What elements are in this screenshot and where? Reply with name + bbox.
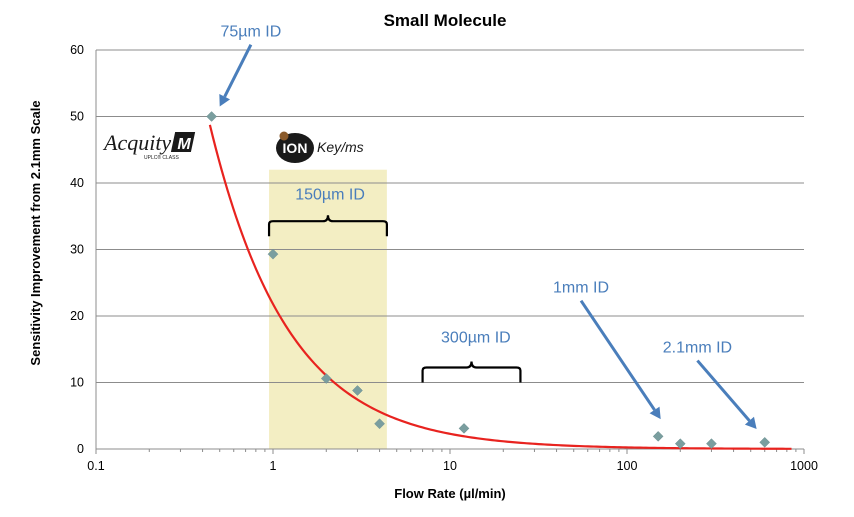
y-tick-label: 50 (70, 110, 84, 124)
data-points (206, 111, 771, 450)
y-tick-label: 60 (70, 43, 84, 57)
data-point (320, 373, 332, 384)
arrow-head (219, 94, 231, 107)
annotations: 75µm ID 150µm ID 300µm ID 1mm ID 2.1mm ID (219, 24, 757, 430)
annotation-label: 1mm ID (553, 280, 609, 297)
tick-labels: 0 10 20 30 40 50 60 0.1 1 10 100 1000 (70, 43, 818, 473)
data-point (374, 418, 385, 430)
acquity-logo-sub: UPLC® CLASS (144, 154, 179, 161)
ionkey-logo-badge-text: ION (283, 140, 308, 156)
annotation-arrow (696, 359, 751, 422)
data-point (458, 423, 470, 434)
ionkey-logo: ION Key/ms (276, 131, 364, 163)
y-tick-label: 0 (77, 442, 84, 456)
arrow-head (649, 406, 661, 420)
x-tick-label: 1 (270, 459, 277, 473)
y-tick-label: 30 (70, 243, 84, 257)
annotation-label: 150µm ID (295, 187, 365, 204)
acquity-logo-mark: M (177, 136, 191, 153)
x-tick-label: 0.1 (87, 459, 104, 473)
gridlines (96, 49, 804, 383)
annotation-label: 75µm ID (220, 24, 281, 41)
ionkey-logo-name: Key/ms (317, 139, 364, 155)
data-point (206, 111, 217, 122)
trend-curve (208, 124, 792, 450)
annotation-arrow (223, 44, 253, 98)
ionkey-logo-badge (276, 133, 314, 163)
x-tick-label: 10 (443, 459, 457, 473)
ionkey-logo-dot (279, 131, 289, 141)
annotation-arrow (579, 299, 656, 411)
y-tick-label: 20 (70, 309, 84, 323)
x-tick-label: 1000 (790, 459, 818, 473)
arrow-head (744, 416, 757, 430)
chart-title: Small Molecule (384, 11, 507, 30)
x-tick-label: 100 (617, 459, 638, 473)
annotation-label: 2.1mm ID (663, 340, 732, 357)
data-point (706, 438, 717, 450)
data-point (674, 438, 686, 450)
annotation-label: 300µm ID (441, 330, 511, 347)
y-tick-label: 10 (70, 376, 84, 390)
annotation-brace (267, 215, 388, 237)
axes (95, 50, 805, 454)
acquity-logo-mark-box (170, 132, 196, 152)
data-point (652, 431, 664, 442)
data-point (759, 436, 771, 448)
y-tick-label: 40 (70, 176, 84, 190)
annotation-brace (421, 361, 522, 383)
data-point (267, 248, 279, 260)
x-axis-label: Flow Rate (µl/min) (394, 486, 506, 501)
acquity-logo-text: Acquity (102, 130, 171, 155)
data-point (352, 385, 363, 396)
y-axis-label: Sensitivity Improvement from 2.1mm Scale (28, 100, 43, 365)
trend-curve-layer (208, 124, 792, 450)
